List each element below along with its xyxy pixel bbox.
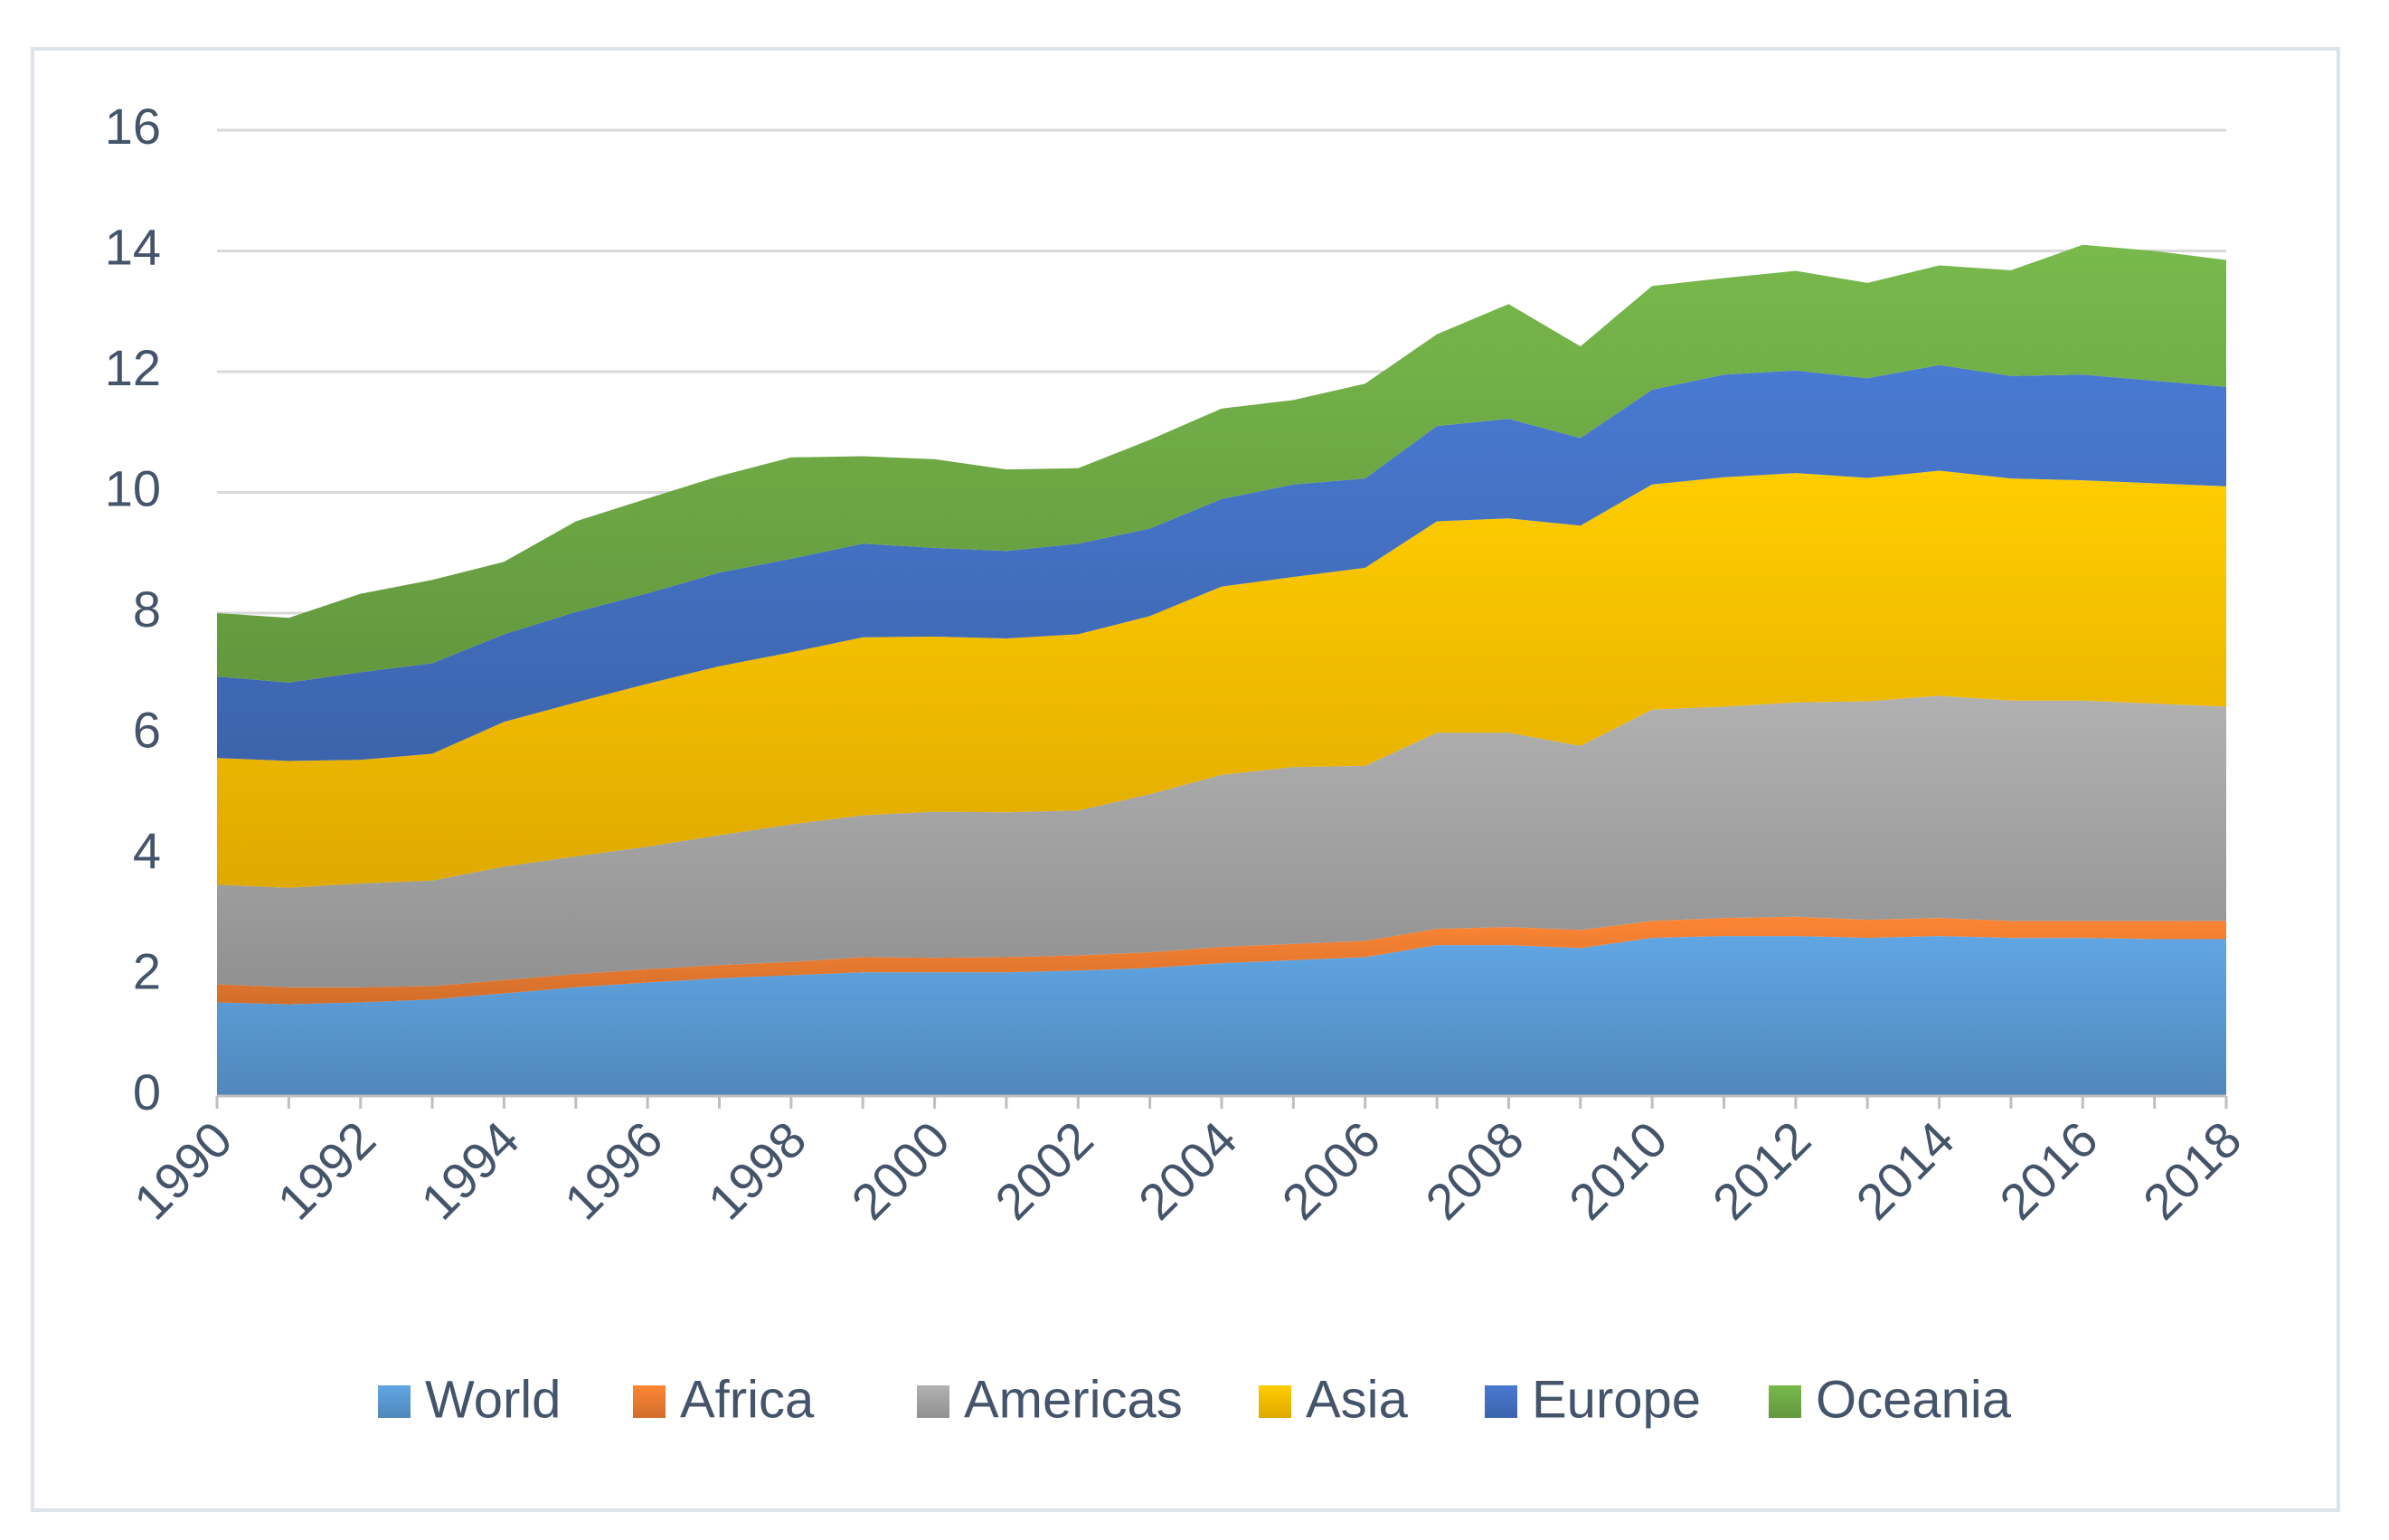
area-africa <box>217 916 2226 1005</box>
y-tick-label-10: 10 <box>105 459 161 516</box>
x-tick-label-1996: 1996 <box>553 1110 674 1231</box>
legend-item-asia: Asia <box>1259 1370 1409 1429</box>
x-tick-label-2002: 2002 <box>984 1110 1104 1231</box>
y-tick-label-0: 0 <box>133 1063 161 1120</box>
legend-label-world: World <box>425 1370 561 1429</box>
legend-swatch-americas <box>917 1385 949 1418</box>
area-world <box>217 936 2226 1096</box>
x-tick-label-2000: 2000 <box>840 1110 960 1231</box>
legend-swatch-africa <box>633 1385 666 1418</box>
x-tick-label-2016: 2016 <box>1988 1110 2109 1231</box>
area-oceania <box>217 244 2226 683</box>
x-tick-label-2014: 2014 <box>1845 1110 1965 1231</box>
y-axis-ticks: 0 2 4 6 8 10 12 14 16 <box>105 98 161 1120</box>
x-tick-label-2012: 2012 <box>1702 1110 1822 1231</box>
y-tick-label-14: 14 <box>105 218 161 275</box>
y-tick-label-12: 12 <box>105 339 161 396</box>
area-asia <box>217 470 2226 888</box>
legend-item-oceania: Oceania <box>1769 1370 2012 1429</box>
legend-swatch-world <box>378 1385 411 1418</box>
area-series <box>217 244 2226 1096</box>
x-tick-label-1992: 1992 <box>267 1110 387 1231</box>
legend-label-africa: Africa <box>680 1370 815 1429</box>
legend-label-asia: Asia <box>1306 1370 1409 1429</box>
y-tick-label-8: 8 <box>133 581 161 638</box>
y-tick-label-2: 2 <box>133 942 161 999</box>
y-tick-label-6: 6 <box>133 701 161 758</box>
legend-swatch-europe <box>1485 1385 1517 1418</box>
legend-label-oceania: Oceania <box>1816 1370 2012 1429</box>
y-tick-label-16: 16 <box>105 98 161 155</box>
x-tick-label-2008: 2008 <box>1414 1110 1534 1231</box>
x-tick-label-2004: 2004 <box>1128 1110 1248 1231</box>
legend-swatch-asia <box>1259 1385 1291 1418</box>
x-tick-label-2010: 2010 <box>1558 1110 1678 1231</box>
area-americas <box>217 695 2226 987</box>
legend-item-americas: Americas <box>917 1370 1183 1429</box>
legend-swatch-oceania <box>1769 1385 1801 1418</box>
axes <box>215 1094 2228 1109</box>
legend: World Africa Americas Asia Europe Oceania <box>378 1370 2012 1429</box>
legend-item-world: World <box>378 1370 561 1429</box>
x-tick-label-2018: 2018 <box>2132 1110 2252 1231</box>
legend-item-europe: Europe <box>1485 1370 1701 1429</box>
area-europe <box>217 364 2226 761</box>
x-tick-label-1990: 1990 <box>123 1110 243 1231</box>
y-tick-label-4: 4 <box>133 822 161 879</box>
x-axis-ticks: 1990 1992 1994 1996 1998 2000 2002 2004 2006 2008… <box>123 1110 2252 1231</box>
legend-label-europe: Europe <box>1532 1370 1701 1429</box>
x-tick-label-1998: 1998 <box>697 1110 817 1231</box>
legend-label-americas: Americas <box>964 1370 1183 1429</box>
x-tick-label-2006: 2006 <box>1271 1110 1392 1231</box>
chart-frame: 0 2 4 6 8 10 12 14 16 1990 1992 1994 1996 1998 2000 20… <box>31 47 2340 1512</box>
legend-item-africa: Africa <box>633 1370 815 1429</box>
x-tick-label-1994: 1994 <box>410 1110 530 1231</box>
